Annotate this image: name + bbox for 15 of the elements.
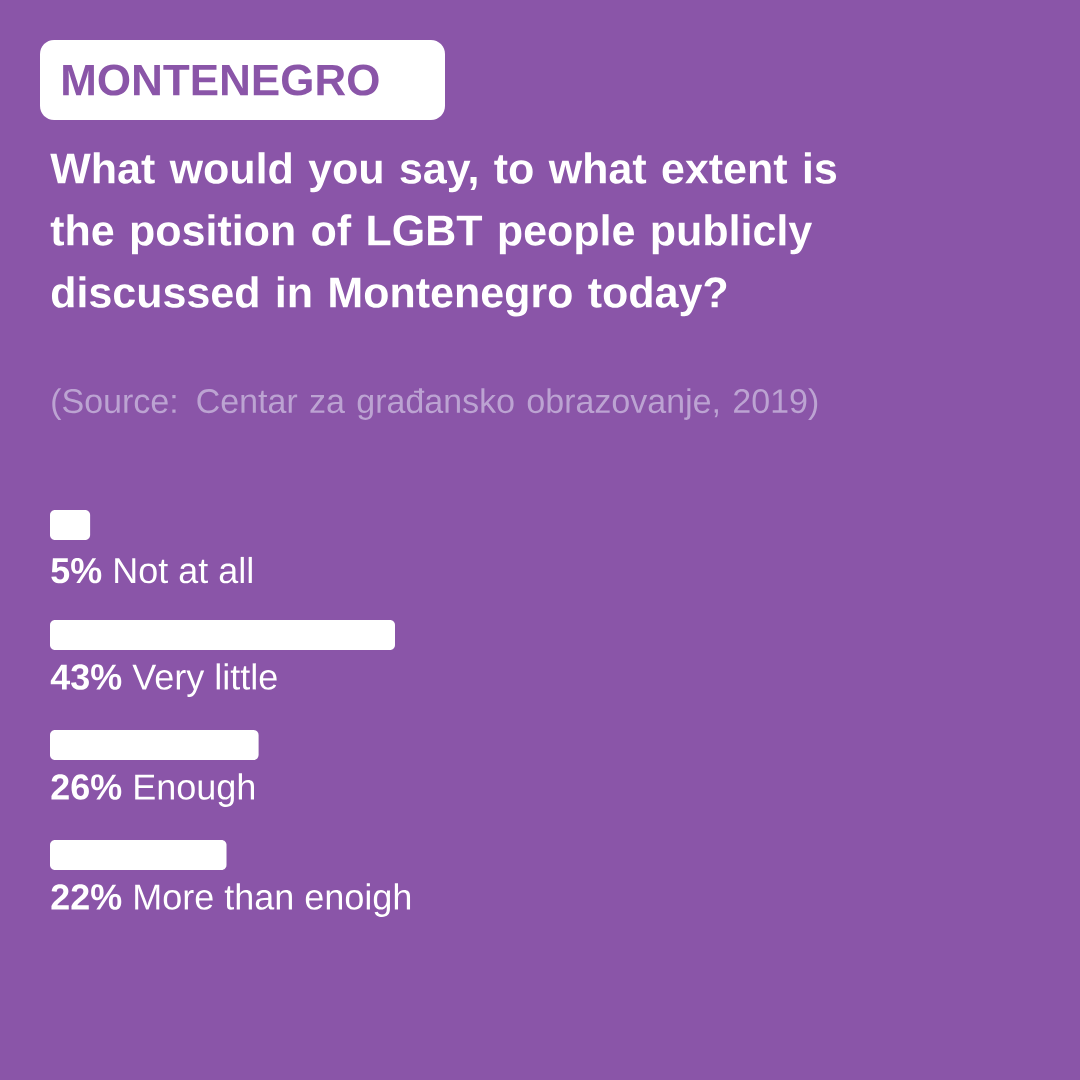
text: (Source: Centar za građansko obrazovanje, 2019) — [52, 388, 818, 420]
data-label: 22% — [51, 884, 122, 910]
text: MONTENEGRO — [63, 64, 379, 96]
data-label: 26% — [51, 774, 122, 800]
bar — [50, 840, 227, 871]
y-tick-label: Enough — [135, 773, 255, 807]
y-tick-label: Not at all — [115, 556, 252, 584]
bar — [50, 620, 396, 651]
data-label: 5% — [51, 557, 102, 584]
bar — [50, 510, 91, 541]
y-tick-label: Very little — [132, 663, 277, 697]
bar — [50, 730, 259, 761]
chart-title: What would you say, to what extent is the position of LGBT people publicly discussed in Montenegro today? — [50, 152, 837, 317]
data-label: 43% — [50, 664, 122, 690]
y-tick-label: More than enoigh — [135, 883, 411, 917]
